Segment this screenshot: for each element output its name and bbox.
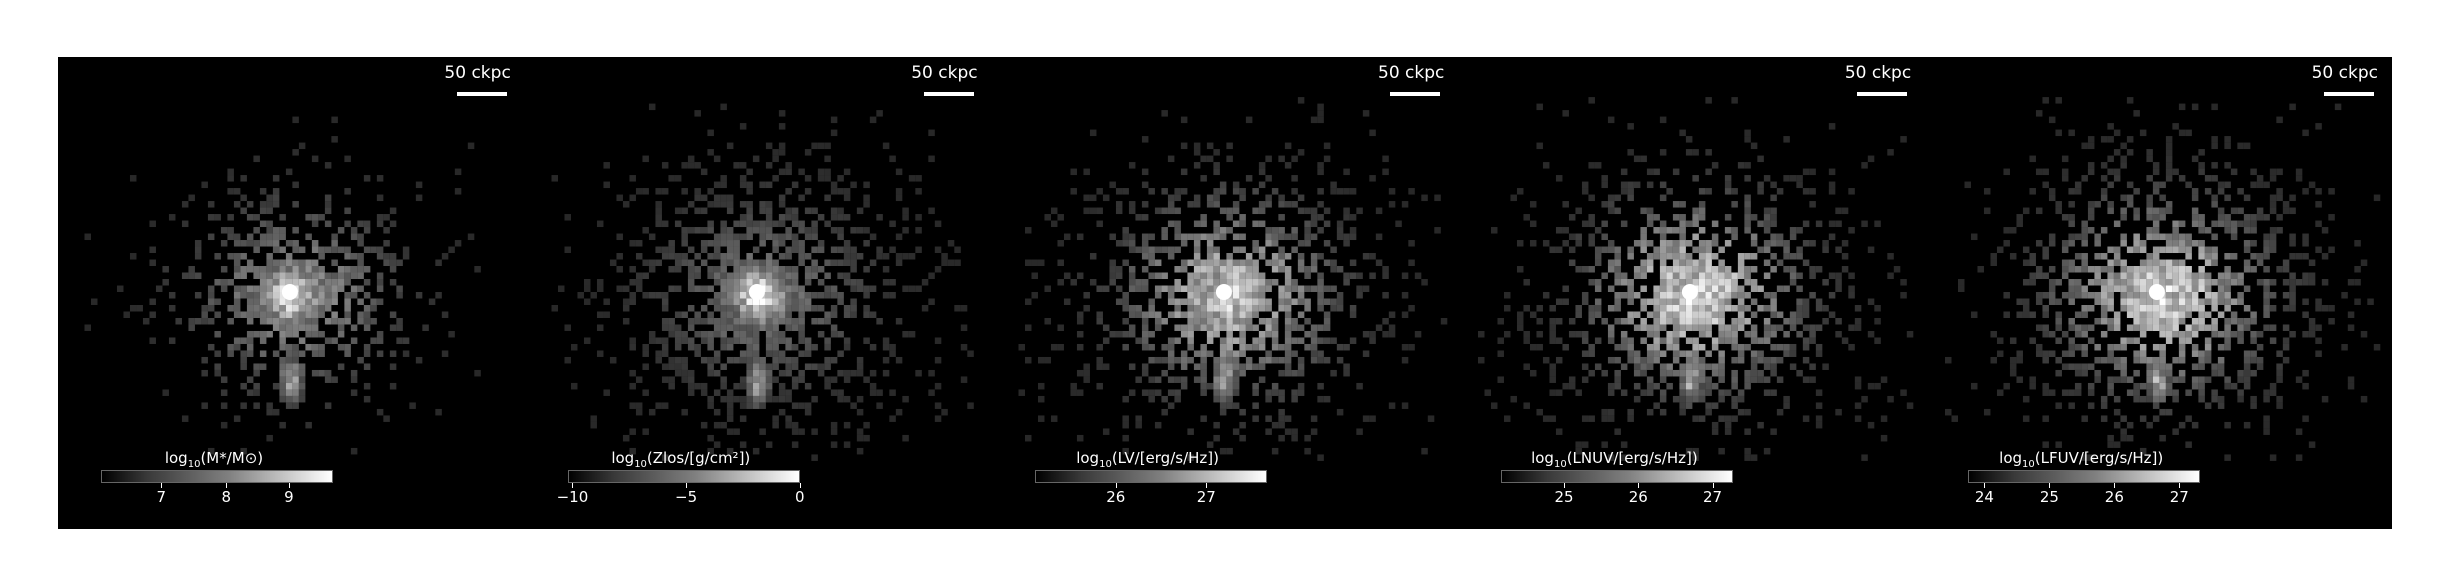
colorbar-title: log10(Zlos/[g/cm²]) [611,449,751,470]
pixel-map [1945,97,2381,461]
colorbar [1501,470,1734,483]
scale-bar-label: 50 ckpc [911,63,978,83]
colorbar-tick [1115,483,1117,488]
colorbar-tick [1638,483,1640,488]
galaxy-core [2149,284,2166,300]
colorbar-tick-label: 26 [1628,488,1648,506]
panel-fuv-luminosity: 50 ckpc log10(LFUV/[erg/s/Hz]) 24 25 26 27 [1925,57,2392,529]
panel-v-luminosity: 50 ckpc log10(LV/[erg/s/Hz]) 26 27 [991,57,1459,529]
colorbar-tick [572,483,574,488]
pixel-map [551,103,974,461]
colorbar-tick-label: −10 [556,488,589,506]
scale-bar [923,92,974,96]
panel-metallicity: 50 ckpc log10(Zlos/[g/cm²]) −10 −5 0 [524,57,992,529]
scale-bar [456,92,507,96]
figure-row: 50 ckpc log10(M*/M⊙) 7 8 9 50 ckpc log10(Z… [58,57,2392,529]
colorbar-title: log10(LFUV/[erg/s/Hz]) [1999,449,2164,470]
colorbar-tick [1206,483,1208,488]
colorbar [101,470,333,483]
colorbar-tick-label: 25 [1554,488,1574,506]
colorbar-tick [2114,483,2116,488]
colorbar [1034,470,1267,483]
scale-bar-label: 50 ckpc [1844,63,1912,83]
colorbar-tick [288,483,290,488]
colorbar-title: log10(M*/M⊙) [164,449,264,470]
scale-bar [1390,92,1441,96]
scale-bar-label: 50 ckpc [2311,63,2378,83]
scale-bar [2323,92,2374,96]
colorbar-tick-label: 0 [795,488,805,506]
galaxy-core [1215,284,1232,300]
colorbar-tick-label: 7 [156,488,167,506]
colorbar-title: log10(LV/[erg/s/Hz]) [1076,449,1219,470]
colorbar-tick-label: 27 [1196,488,1216,506]
scale-bar-label: 50 ckpc [1378,63,1445,83]
colorbar-tick-label: 9 [284,488,294,506]
colorbar-tick-label: 24 [1974,488,1994,506]
colorbar-tick-label: 27 [2169,488,2189,506]
panel-stellar-mass: 50 ckpc log10(M*/M⊙) 7 8 9 [58,57,525,529]
pixel-map [1018,97,1447,461]
colorbar-tick-label: 26 [1106,488,1126,506]
colorbar-tick-label: 27 [1702,488,1723,506]
colorbar [1968,470,2201,483]
colorbar-tick [1712,483,1714,488]
scale-bar-label: 50 ckpc [444,63,511,83]
colorbar-tick-label: 8 [221,488,232,506]
colorbar-tick [1564,483,1566,488]
scale-bar [1857,92,1908,96]
colorbar-tick [2179,483,2181,488]
colorbar-tick [2049,483,2051,488]
colorbar-title: log10(LNUV/[erg/s/Hz]) [1531,449,1698,470]
colorbar-tick [686,483,688,488]
galaxy-core [748,284,765,300]
colorbar-tick-label: 25 [2039,488,2059,506]
pixel-map [1478,97,1914,461]
colorbar-tick [1984,483,1986,488]
colorbar-tick-label: 26 [2104,488,2124,506]
panel-nuv-luminosity: 50 ckpc log10(LNUV/[erg/s/Hz]) 25 26 27 [1458,57,1926,529]
galaxy-core [1682,284,1699,300]
colorbar [567,470,800,483]
colorbar-tick [161,483,163,488]
colorbar-tick [226,483,228,488]
pixel-map [84,116,481,455]
colorbar-tick [799,483,801,488]
colorbar-tick-label: −5 [675,488,698,506]
galaxy-core [281,284,298,300]
